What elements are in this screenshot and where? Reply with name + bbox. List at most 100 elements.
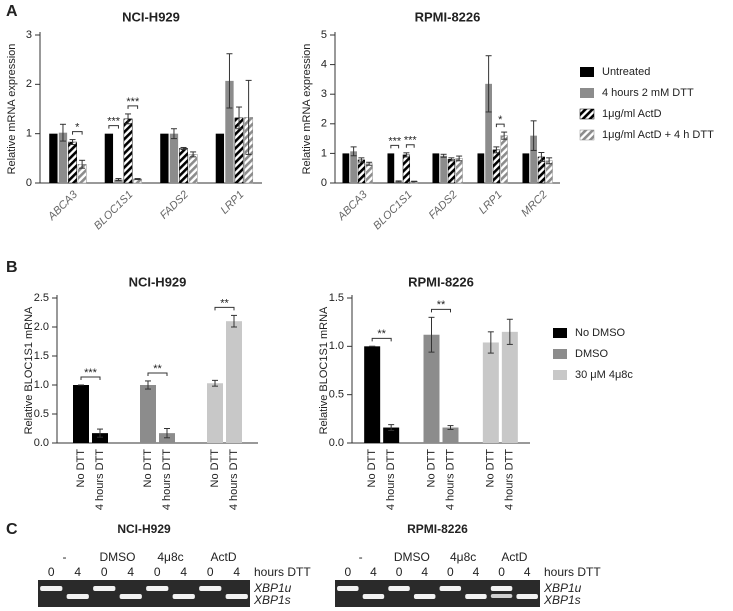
error-bar (428, 316, 435, 353)
bar (500, 135, 508, 184)
gel-time-label: 0 (447, 565, 454, 579)
gel-image (38, 580, 250, 607)
bar (160, 133, 169, 183)
significance-label: ** (377, 328, 386, 340)
gel-band-label: XBP1u (543, 581, 582, 595)
bar (123, 118, 133, 184)
x-tick-label: No DTT (209, 449, 221, 488)
significance-bracket (147, 372, 168, 376)
gel-band (119, 594, 142, 599)
bar (73, 385, 89, 443)
gel-group-label: ActD (210, 550, 236, 564)
x-tick-label: LRP1 (218, 189, 246, 217)
bar (501, 331, 518, 443)
significance-label: *** (84, 367, 98, 379)
y-tick-label: 1.0 (329, 340, 344, 352)
legend-swatch (579, 129, 595, 141)
significance-bracket (127, 105, 139, 109)
bar (357, 159, 366, 184)
error-bar (69, 139, 76, 146)
error-bar (59, 123, 66, 142)
gel-time-label: 0 (48, 565, 55, 579)
error-bar (145, 380, 151, 390)
error-bar (403, 152, 410, 158)
legend-label: 1μg/ml ActD + 4 h DTT (602, 129, 714, 141)
gel-band (413, 594, 436, 599)
bar (364, 346, 381, 443)
gel-band (388, 586, 410, 591)
significance-bracket (371, 337, 392, 342)
error-bar (447, 425, 454, 430)
gel-time-label: 4 (473, 565, 480, 579)
x-tick-label: 4 hours DTT (161, 449, 173, 510)
x-tick-label: BLOC1S1 (92, 189, 136, 233)
y-tick-label: 2.0 (34, 321, 49, 333)
bar (114, 179, 123, 183)
significance-label: *** (107, 116, 121, 128)
error-bar (493, 146, 500, 154)
gel-band (40, 586, 63, 591)
gel-band (362, 594, 385, 599)
y-tick-label: 0.0 (34, 437, 49, 449)
bar (447, 159, 456, 184)
gel-band-label: XBP1u (253, 581, 292, 595)
gel-band-label: XBP1s (253, 593, 291, 607)
gel-time-label: 0 (154, 565, 161, 579)
error-bar (190, 151, 197, 158)
x-tick-label: ABCA3 (45, 188, 80, 223)
gel-group-label: 4μ8c (157, 550, 183, 564)
gel-image (335, 580, 540, 607)
bar (402, 154, 411, 184)
bar (482, 342, 499, 443)
gel-band (93, 586, 116, 591)
error-bar (164, 428, 170, 439)
significance-bracket (108, 125, 119, 129)
bar (215, 133, 225, 183)
y-tick-label: 0.5 (329, 389, 344, 401)
legend-label: 30 μM 4μ8c (575, 369, 633, 381)
bar (440, 155, 447, 183)
bar (68, 141, 77, 184)
bar (387, 153, 395, 183)
significance-bracket (72, 131, 83, 135)
y-tick-label: 3 (26, 29, 32, 41)
y-tick-label: 1.5 (34, 350, 49, 362)
bar (140, 385, 156, 443)
significance-label: *** (126, 96, 140, 108)
significance-label: *** (404, 135, 418, 147)
gel-band (490, 586, 513, 591)
significance-bracket (80, 376, 101, 380)
x-tick-label: 4 hours DTT (94, 449, 106, 510)
panel-label: C (6, 521, 18, 538)
bar (383, 427, 400, 443)
y-tick-label: 0.5 (34, 408, 49, 420)
significance-label: * (75, 121, 80, 133)
bar (104, 133, 114, 183)
gel-band (465, 594, 487, 599)
legend-label: DMSO (575, 348, 608, 360)
bar (49, 133, 58, 183)
x-tick-label: FADS2 (427, 189, 460, 222)
bar (207, 383, 223, 443)
bar (477, 153, 485, 183)
gel-time-label: 0 (396, 565, 403, 579)
x-tick-label: BLOC1S1 (371, 189, 415, 233)
x-tick-label: 4 hours DTT (444, 449, 456, 510)
gel-time-label: 4 (180, 565, 187, 579)
chart-title: NCI-H929 (129, 274, 187, 289)
y-tick-label: 2 (26, 78, 32, 90)
gel-time-label: 0 (498, 565, 505, 579)
y-tick-label: 1.0 (34, 379, 49, 391)
significance-label: ** (153, 363, 162, 375)
error-bar (170, 128, 177, 140)
legend-label: 1μg/ml ActD (602, 108, 662, 120)
x-tick-label: FADS2 (158, 189, 191, 222)
error-bar (125, 113, 132, 125)
significance-bracket (495, 123, 505, 128)
legend-swatch (580, 88, 594, 98)
x-tick-label: ABCA3 (335, 188, 370, 223)
x-tick-label: 4 hours DTT (228, 449, 240, 510)
bar (442, 427, 459, 443)
y-tick-label: 0 (26, 177, 32, 189)
y-axis-label: Relative mRNA expression (301, 44, 313, 175)
